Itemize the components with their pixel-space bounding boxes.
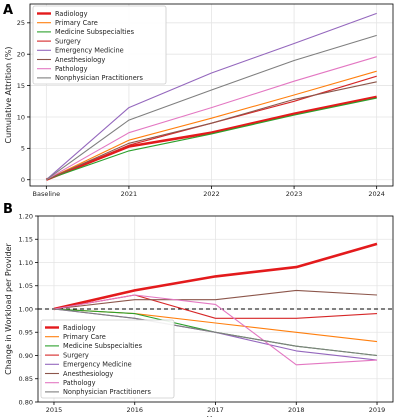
legend-box — [40, 319, 175, 399]
legend-label-nonphysician-practitioners: Nonphysician Practitioners — [63, 388, 152, 396]
series-line-medicine-subspecialties — [46, 97, 377, 181]
y-tick-label: 0 — [21, 176, 25, 184]
y-tick-label: 1.10 — [19, 259, 33, 267]
series-line-nonphysician-practitioners — [45, 34, 377, 181]
x-tick-label: Baseline — [33, 190, 61, 198]
x-tick-label: 2024 — [368, 190, 385, 198]
y-axis-label: Cumulative Attrition (%) — [4, 46, 13, 143]
x-tick-label: 2019 — [369, 406, 386, 414]
legend-label-primary-care: Primary Care — [55, 19, 98, 27]
x-tick-label: 2023 — [286, 190, 303, 198]
legend-label-medicine-subspecialties: Medicine Subspecialties — [63, 342, 143, 350]
legend-label-primary-care: Primary Care — [63, 333, 106, 341]
series-line-anesthesiology — [46, 81, 377, 181]
legend-label-pathology: Pathology — [63, 379, 96, 387]
y-tick-label: 5 — [21, 145, 25, 153]
y-tick-label: 0.85 — [19, 375, 33, 383]
y-tick-label: 1.20 — [19, 212, 33, 220]
panel-label: A — [3, 3, 13, 18]
series-line-nonphysician-practitioners — [53, 308, 378, 357]
legend-label-surgery: Surgery — [55, 37, 81, 45]
legend-label-emergency-medicine: Emergency Medicine — [63, 361, 132, 369]
panel-label: B — [3, 202, 13, 217]
series-line-anesthesiology — [53, 289, 378, 310]
y-tick-label: 15 — [17, 82, 25, 90]
x-tick-label: 2022 — [203, 190, 220, 198]
panel-b: B 0.80 0.85 0.90 0.95 1.00 1.05 1.10 1.15 1.20 201… — [3, 202, 394, 417]
y-tick-label: 20 — [17, 51, 25, 59]
legend-box — [32, 5, 167, 85]
y-tick-label: 1.05 — [19, 282, 33, 290]
y-tick-label: 0.90 — [19, 352, 33, 360]
series-line-pathology — [46, 56, 377, 181]
x-tick-label: 2018 — [288, 406, 305, 414]
series-line-emergency-medicine — [45, 12, 377, 181]
legend-label-radiology: Radiology — [63, 324, 96, 332]
y-tick-label: 10 — [17, 113, 25, 121]
x-tick-label: 2015 — [46, 406, 63, 414]
legend-label-anesthesiology: Anesthesiology — [55, 56, 105, 64]
legend-label-nonphysician-practitioners: Nonphysician Practitioners — [55, 74, 144, 82]
legend-label-emergency-medicine: Emergency Medicine — [55, 47, 124, 55]
y-tick-label: 1.15 — [19, 236, 33, 244]
legend-label-anesthesiology: Anesthesiology — [63, 370, 113, 378]
x-tick-label: 2021 — [121, 190, 138, 198]
y-axis-label: Change in Workload per Provider — [4, 242, 13, 374]
x-tick-label: 2017 — [207, 406, 224, 414]
series-line-radiology — [53, 242, 378, 311]
legend-label-surgery: Surgery — [63, 351, 89, 359]
y-tick-label: 1.00 — [19, 305, 33, 313]
x-axis-label: Year — [206, 415, 225, 417]
legend-label-radiology: Radiology — [55, 10, 88, 18]
series-line-radiology — [45, 95, 377, 181]
x-tick-label: 2016 — [126, 406, 143, 414]
y-tick-label: 0.95 — [19, 329, 33, 337]
panel-a: A 0 5 10 15 20 25 Baseline 2021 2022 2023 2024 Cumul… — [3, 3, 394, 198]
legend-label-medicine-subspecialties: Medicine Subspecialties — [55, 28, 135, 36]
y-tick-label: 25 — [17, 19, 25, 27]
series-line-pathology — [53, 294, 378, 366]
series-line-primary-care — [46, 70, 377, 181]
y-tick-label: 0.80 — [19, 398, 33, 406]
legend-label-pathology: Pathology — [55, 65, 88, 73]
